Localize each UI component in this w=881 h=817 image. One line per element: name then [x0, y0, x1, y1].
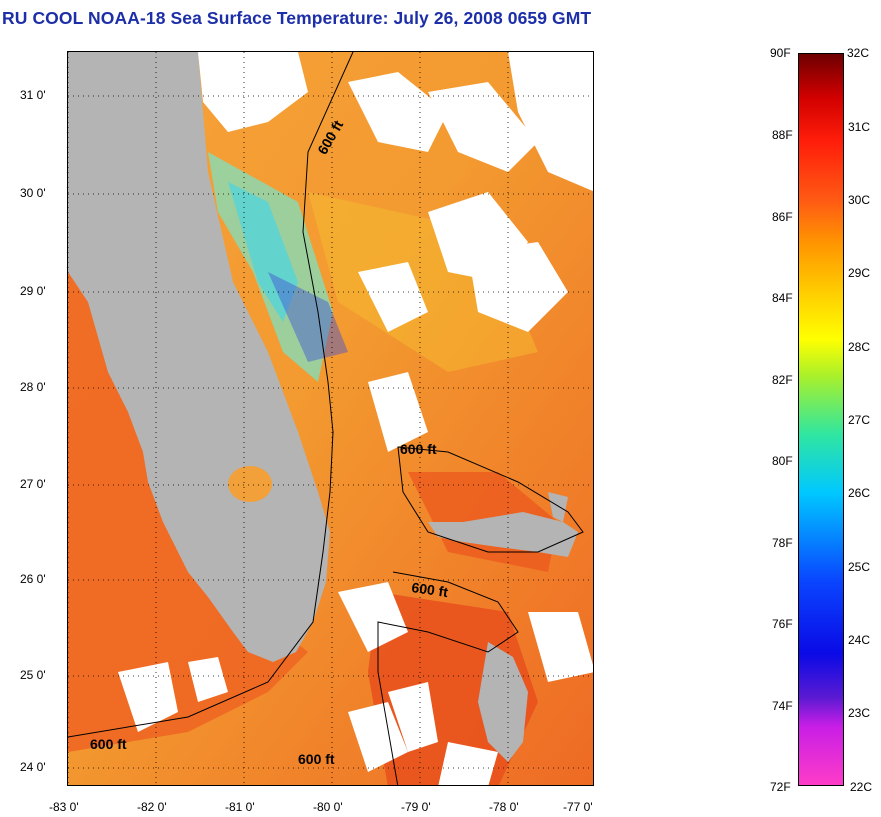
colorbar-f-72: 72F [770, 780, 791, 794]
contour-label-600ft-andros: 600 ft [411, 579, 450, 600]
colorbar-c-25: 25C [848, 560, 871, 574]
lon-label-79: -79 0' [401, 800, 431, 814]
colorbar-c-30: 30C [848, 193, 871, 207]
colorbar-f-84: 84F [772, 291, 793, 305]
sst-map: 600 ft 600 ft 600 ft 600 ft 600 ft [67, 51, 594, 786]
colorbar-c-22: 22C [850, 780, 873, 794]
isobath-lines [68, 52, 584, 785]
lake-okeechobee [228, 466, 272, 502]
sst-map-canvas: 600 ft 600 ft 600 ft 600 ft 600 ft [68, 52, 593, 785]
lon-label-81: -81 0' [225, 800, 255, 814]
lat-label-29: 29 0' [20, 284, 46, 298]
temperature-colorbar [798, 53, 844, 786]
colorbar-c-24: 24C [848, 633, 871, 647]
colorbar-c-32: 32C [847, 46, 870, 60]
abaco-island [548, 492, 568, 522]
contour-label-600ft-keys: 600 ft [90, 736, 127, 752]
colorbar-f-88: 88F [772, 128, 793, 142]
lat-label-30: 30 0' [20, 186, 46, 200]
colorbar-f-82: 82F [772, 373, 793, 387]
contour-label-600ft-grand-bahama: 600 ft [400, 441, 437, 457]
coldest-patch [268, 272, 348, 362]
lat-label-26: 26 0' [20, 572, 46, 586]
map-title: RU COOL NOAA-18 Sea Surface Temperature:… [2, 8, 592, 28]
colorbar-f-80: 80F [772, 454, 793, 468]
colorbar-c-26: 26C [848, 486, 871, 500]
lon-label-83: -83 0' [49, 800, 79, 814]
colorbar-f-76: 76F [772, 617, 793, 631]
colorbar-c-31: 31C [848, 120, 871, 134]
lon-label-77: -77 0' [563, 800, 593, 814]
lat-label-25: 25 0' [20, 668, 46, 682]
colorbar-f-74: 74F [772, 699, 793, 713]
colorbar-f-90: 90F [770, 46, 791, 60]
contour-label-600ft-south: 600 ft [298, 751, 335, 767]
colorbar-f-78: 78F [772, 536, 793, 550]
andros-island [478, 642, 528, 762]
lat-label-24: 24 0' [20, 760, 46, 774]
lon-label-82: -82 0' [137, 800, 167, 814]
lat-label-28: 28 0' [20, 380, 46, 394]
colorbar-c-28: 28C [848, 340, 871, 354]
colorbar-f-86: 86F [772, 210, 793, 224]
colorbar-c-23: 23C [848, 706, 871, 720]
colorbar-c-27: 27C [848, 413, 871, 427]
lon-label-78: -78 0' [489, 800, 519, 814]
colorbar-c-29: 29C [848, 266, 871, 280]
cold-upwelling [228, 182, 298, 322]
cloud-mask [118, 52, 593, 785]
lat-label-27: 27 0' [20, 477, 46, 491]
grand-bahama-island [428, 512, 578, 557]
florida-land [68, 52, 330, 662]
lon-label-80: -80 0' [313, 800, 343, 814]
lat-label-31: 31 0' [20, 88, 46, 102]
